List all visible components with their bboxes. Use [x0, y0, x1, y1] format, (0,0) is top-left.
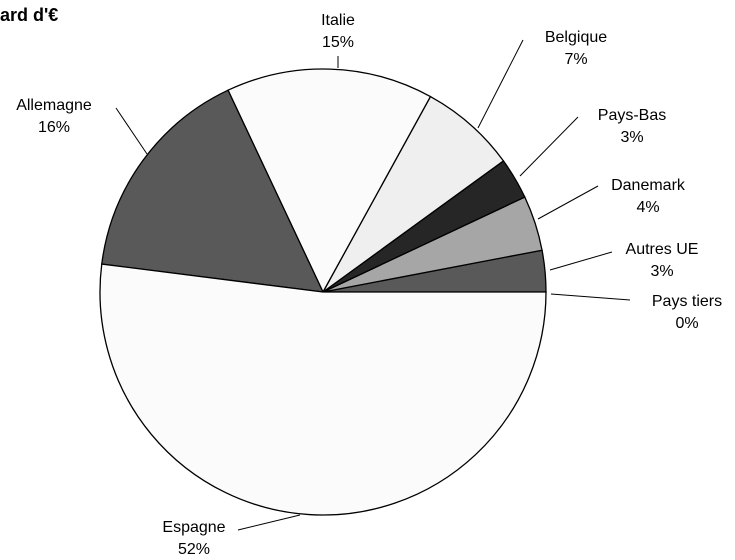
- slice-label-autres-ue: Autres UE: [626, 241, 699, 258]
- slice-value-label-pays-tiers: 0%: [675, 315, 698, 332]
- slice-value-label-italie: 15%: [322, 34, 354, 51]
- leader-line-pays-tiers: [550, 293, 631, 301]
- slice-label-espagne: Espagne: [162, 519, 225, 536]
- leader-line-danemark: [537, 185, 599, 220]
- slice-value-label-espagne: 52%: [178, 541, 210, 558]
- slice-value-label-belgique: 7%: [564, 51, 587, 68]
- chart-title: ard d'€: [0, 5, 59, 25]
- slice-value-label-allemagne: 16%: [38, 119, 70, 136]
- pie-slice-italie: [227, 68, 432, 294]
- slice-label-allemagne: Allemagne: [16, 97, 92, 114]
- slice-value-label-pays-bas: 3%: [620, 129, 643, 146]
- slice-label-pays-tiers: Pays tiers: [652, 293, 722, 310]
- slice-value-label-autres-ue: 3%: [650, 263, 673, 280]
- slice-label-belgique: Belgique: [545, 29, 607, 46]
- leader-line-pays-bas: [519, 116, 579, 177]
- slice-label-italie: Italie: [321, 12, 355, 29]
- leader-line-allemagne: [115, 107, 148, 155]
- leader-line-espagne: [237, 514, 301, 531]
- leader-line-belgique: [477, 39, 524, 129]
- slice-label-danemark: Danemark: [611, 177, 686, 194]
- pie-slice-allemagne: [101, 89, 325, 293]
- slice-value-label-danemark: 4%: [636, 199, 659, 216]
- slice-label-pays-bas: Pays-Bas: [598, 107, 666, 124]
- leader-line-autres-ue: [549, 251, 613, 271]
- pie-slice-espagne: [99, 263, 547, 516]
